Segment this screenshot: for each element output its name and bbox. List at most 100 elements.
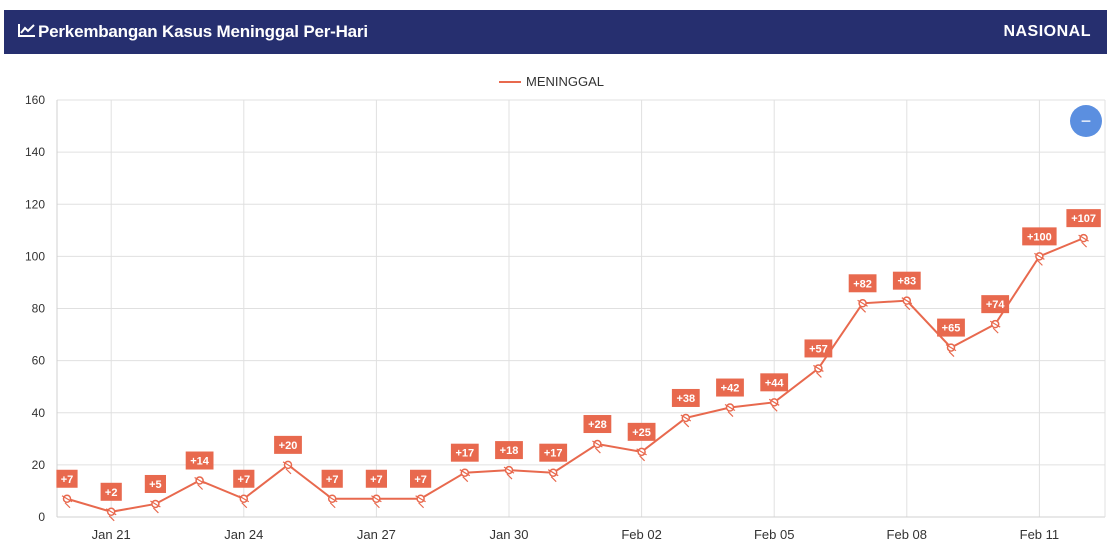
zoom-out-button[interactable]: −	[1070, 105, 1102, 137]
data-label-box	[144, 474, 166, 493]
data-point: +57	[804, 339, 833, 378]
data-label-box	[321, 469, 343, 488]
y-tick-label: 100	[25, 249, 45, 263]
point-glyph	[989, 320, 1001, 334]
data-label-box	[539, 443, 568, 462]
point-glyph	[1078, 234, 1089, 248]
data-label-box	[233, 469, 255, 488]
data-label-box	[716, 378, 744, 397]
point-glyph	[592, 440, 603, 454]
data-label: +74	[986, 299, 1006, 311]
x-tick-label: Feb 05	[754, 527, 794, 542]
data-point: +7	[321, 469, 343, 509]
y-tick-label: 60	[32, 354, 46, 368]
point-glyph	[61, 495, 73, 509]
chart-header: Perkembangan Kasus Meninggal Per-Hari NA…	[4, 10, 1107, 54]
data-label: +28	[588, 419, 607, 431]
title-group: Perkembangan Kasus Meninggal Per-Hari	[18, 22, 368, 42]
point-glyph	[459, 469, 471, 483]
data-label-box	[1066, 209, 1101, 228]
data-label-box	[410, 469, 432, 488]
data-label: +17	[455, 448, 474, 460]
point-glyph	[503, 466, 515, 480]
data-point: +2	[100, 482, 122, 522]
data-point: +38	[671, 388, 700, 428]
data-point: +42	[716, 378, 744, 417]
point-glyph	[547, 469, 559, 483]
point-glyph	[1034, 252, 1045, 266]
data-label: +25	[632, 427, 651, 439]
data-label-box	[583, 415, 612, 434]
zoom-out-icon: −	[1080, 110, 1092, 131]
data-point: +107	[1066, 209, 1101, 248]
data-label: +82	[853, 278, 872, 290]
data-point: +14	[185, 451, 214, 490]
data-label: +7	[326, 474, 339, 486]
series-line	[66, 237, 1084, 513]
data-label-box	[627, 422, 656, 441]
data-label-box	[981, 295, 1010, 314]
point-glyph	[768, 398, 780, 412]
x-tick-label: Jan 30	[489, 527, 528, 542]
point-glyph	[282, 461, 294, 475]
data-label-box	[671, 388, 700, 407]
data-point: +25	[627, 422, 656, 462]
point-glyph	[326, 495, 338, 509]
point-glyph	[724, 404, 736, 417]
data-label: +107	[1071, 213, 1096, 225]
point-glyph	[415, 495, 426, 509]
data-label: +7	[370, 474, 383, 486]
data-label: +100	[1027, 231, 1052, 243]
data-label-box	[1022, 227, 1057, 246]
x-tick-label: Feb 08	[887, 527, 927, 542]
data-label-box	[937, 318, 965, 337]
data-label-box	[848, 274, 877, 293]
data-label: +17	[544, 448, 563, 460]
y-tick-label: 80	[32, 302, 46, 316]
data-label: +57	[809, 343, 828, 355]
data-point: +65	[937, 318, 965, 358]
data-label-box	[495, 441, 523, 460]
data-point: +44	[760, 373, 789, 412]
data-label: +20	[279, 440, 298, 452]
y-tick-label: 140	[25, 145, 45, 159]
point-glyph	[194, 476, 205, 490]
y-tick-label: 160	[25, 93, 45, 107]
data-label: +65	[942, 323, 961, 335]
data-point: +28	[583, 415, 612, 454]
point-glyph	[901, 297, 913, 311]
data-point: +100	[1022, 227, 1057, 266]
data-label-box	[892, 271, 921, 290]
x-tick-label: Feb 02	[621, 527, 661, 542]
data-label: +7	[238, 474, 251, 486]
data-point: +7	[56, 469, 78, 509]
data-point: +5	[144, 474, 166, 514]
scope-badge: NASIONAL	[1003, 23, 1091, 40]
chart-title: Perkembangan Kasus Meninggal Per-Hari	[38, 22, 368, 41]
data-point: +7	[233, 469, 255, 509]
x-tick-label: Feb 11	[1020, 527, 1060, 542]
data-point: +7	[410, 469, 432, 509]
data-label-box	[760, 373, 789, 392]
data-label-box	[274, 435, 302, 454]
line-chart-icon	[18, 23, 36, 42]
data-label: +83	[897, 276, 916, 288]
data-label: +44	[765, 377, 785, 389]
point-glyph	[680, 414, 692, 428]
legend-label: MENINGGAL	[526, 74, 604, 89]
data-label-box	[804, 339, 833, 358]
point-glyph	[636, 448, 647, 462]
data-point: +82	[848, 274, 877, 313]
y-tick-label: 40	[32, 406, 46, 420]
x-tick-label: Jan 27	[357, 527, 396, 542]
data-label: +7	[414, 474, 427, 486]
data-label: +14	[190, 456, 210, 468]
data-label-box	[100, 482, 122, 501]
data-point: +18	[495, 441, 523, 480]
data-point: +74	[981, 295, 1010, 334]
data-label-box	[365, 469, 387, 488]
data-label: +42	[721, 383, 740, 395]
x-tick-label: Jan 24	[224, 527, 263, 542]
data-point: +83	[892, 271, 921, 311]
